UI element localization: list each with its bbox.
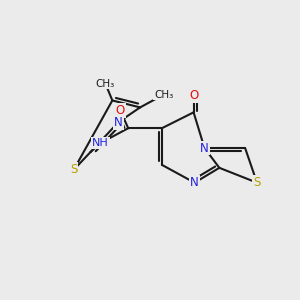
Text: CH₃: CH₃ <box>96 79 115 88</box>
Text: O: O <box>116 104 125 117</box>
Text: S: S <box>70 163 77 176</box>
Text: NH: NH <box>92 138 109 148</box>
Text: N: N <box>200 142 209 154</box>
Text: N: N <box>190 176 199 189</box>
Text: CH₃: CH₃ <box>154 89 173 100</box>
Text: O: O <box>189 89 198 102</box>
Text: S: S <box>253 176 261 189</box>
Text: N: N <box>114 116 123 129</box>
